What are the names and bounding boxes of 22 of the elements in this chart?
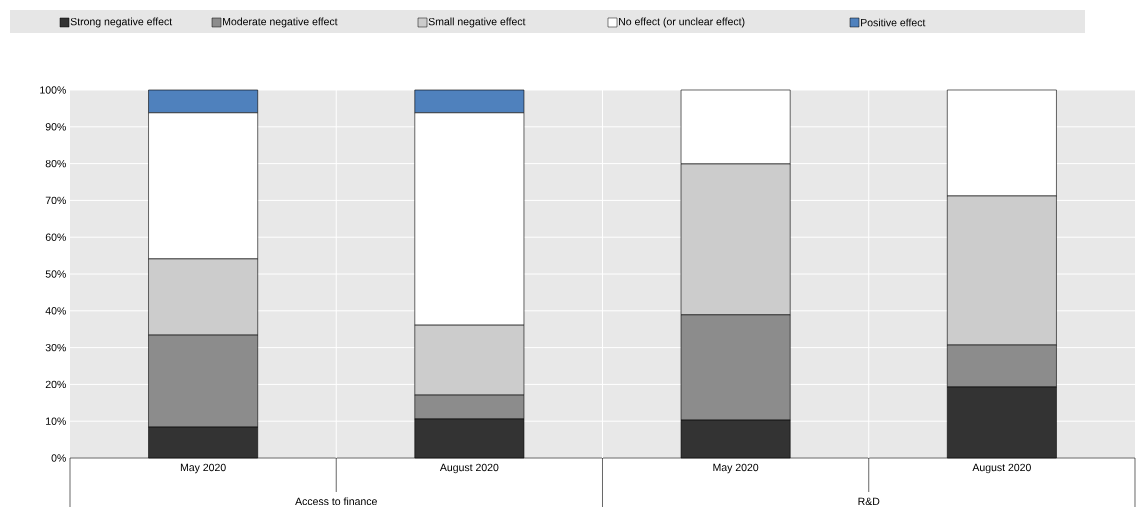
legend-label: Moderate negative effect	[223, 17, 338, 28]
x-tick-label: May 2020	[180, 463, 226, 474]
text: R&D	[858, 497, 880, 506]
legend-label: Positive effect	[861, 18, 926, 27]
y-tick-label: 20%	[45, 380, 66, 389]
y-tick-label: 50%	[45, 270, 66, 278]
legend-label: No effect (or unclear effect)	[619, 17, 745, 28]
y-tick-label: 60%	[45, 233, 66, 241]
x-tick-label: August 2020	[439, 463, 499, 474]
y-tick-label: 10%	[46, 417, 66, 425]
text: Access to finance	[295, 497, 377, 506]
y-tick-label: 40%	[45, 307, 66, 315]
y-tick-label: 80%	[45, 159, 66, 168]
y-tick-label: 0%	[51, 454, 66, 462]
x-tick-label: May 2020	[713, 463, 759, 474]
y-tick-label: 100%	[40, 86, 66, 94]
legend-label: Small negative effect	[428, 17, 526, 28]
x-tick-label: August 2020	[972, 463, 1031, 474]
y-tick-label: 90%	[45, 123, 66, 131]
y-tick-label: 30%	[45, 343, 66, 352]
y-tick-label: 70%	[45, 196, 66, 205]
legend-label: Strong negative effect	[70, 17, 173, 28]
